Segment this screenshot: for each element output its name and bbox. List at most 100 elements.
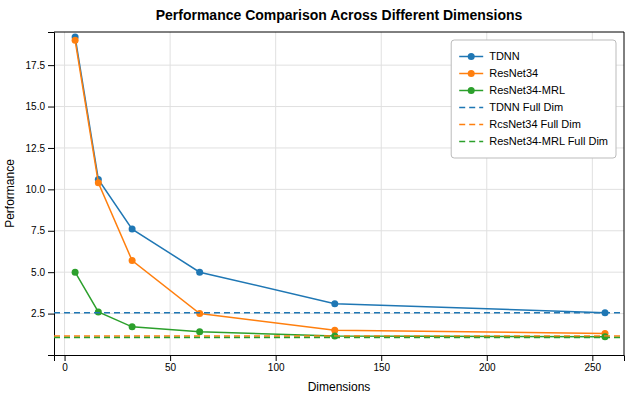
tick: 15.0 <box>26 101 54 112</box>
tick-label: 7.5 <box>31 225 45 236</box>
axis-line <box>48 33 55 356</box>
series <box>54 335 624 336</box>
legend-item: RcsNet34 Full Dim <box>459 118 581 130</box>
tick: 7.5 <box>31 225 54 236</box>
x-axis-title: Dimensions <box>308 380 371 394</box>
tick-mark <box>48 272 54 273</box>
reference-line <box>54 337 624 339</box>
tick-mark <box>276 355 277 361</box>
tick-mark <box>170 355 171 361</box>
tick-mark <box>48 231 54 232</box>
data-point <box>129 323 136 330</box>
tick-mark <box>381 355 382 361</box>
tick-label: 12.5 <box>26 143 46 154</box>
legend-item: ResNet34-MRL Full Dim <box>459 135 608 147</box>
tick: 5.0 <box>31 267 54 278</box>
grid <box>54 32 624 355</box>
grid-line-x <box>64 32 65 355</box>
tick-label: 10.0 <box>26 184 46 195</box>
grid-line-x <box>170 32 171 355</box>
tick-mark <box>48 65 54 66</box>
data-point <box>129 257 136 264</box>
data-point <box>602 333 609 340</box>
legend-marker <box>468 53 475 60</box>
tick: 100 <box>268 355 285 373</box>
tick: 150 <box>373 355 390 373</box>
tick: 10.0 <box>26 184 54 195</box>
data-point <box>196 269 203 276</box>
series <box>72 33 609 316</box>
legend-label: TDNN Full Dim <box>489 101 563 113</box>
tick: 17.5 <box>26 60 54 71</box>
legend-background <box>451 40 616 158</box>
tick-mark <box>48 107 54 108</box>
tick-label: 150 <box>373 362 390 373</box>
grid-line-y <box>54 230 624 231</box>
legend-swatch <box>459 124 483 126</box>
legend-label: ResNet34 <box>489 67 538 79</box>
series <box>54 312 624 313</box>
grid-line-x <box>381 32 382 355</box>
tick: 50 <box>165 355 177 373</box>
legend-marker <box>468 70 475 77</box>
chart-title: Performance Comparison Across Different … <box>156 7 523 23</box>
legend-swatch <box>459 107 483 109</box>
tick-mark <box>48 189 54 190</box>
tick-mark <box>592 355 593 361</box>
reference-line <box>54 335 624 337</box>
tick-mark <box>48 148 54 149</box>
tick-label: 17.5 <box>26 60 46 71</box>
tick-label: 250 <box>584 362 601 373</box>
tick-label: 0 <box>62 362 68 373</box>
data-point <box>72 269 79 276</box>
tick-mark <box>487 355 488 361</box>
legend-label: ResNet34-MRL Full Dim <box>489 135 608 147</box>
series-line <box>75 37 605 313</box>
tick: 0 <box>62 355 68 373</box>
axis-line <box>55 356 625 362</box>
data-point <box>129 226 136 233</box>
x-axis: 0 50 100 150 200 250 <box>55 355 625 373</box>
legend: TDNN ResNet34 ResNet34-MRL TDNN Full Dim Rcs… <box>451 40 616 158</box>
data-point <box>72 37 79 44</box>
chart-svg: 0 50 100 150 200 250 2.5 5.0 7.5 10.0 12.5 15.0 17.5… <box>0 0 640 399</box>
tick: 200 <box>479 355 496 373</box>
y-axis: 2.5 5.0 7.5 10.0 12.5 15.0 17.5 <box>26 33 55 356</box>
legend-label: TDNN <box>489 50 520 62</box>
frame-top <box>54 32 624 33</box>
data-point <box>331 300 338 307</box>
tick-mark <box>65 355 66 361</box>
tick-label: 50 <box>165 362 177 373</box>
series <box>72 269 609 341</box>
legend-label: RcsNet34 Full Dim <box>489 118 581 130</box>
grid-line-y <box>54 313 624 314</box>
tick-label: 5.0 <box>31 267 45 278</box>
grid-line-y <box>54 272 624 273</box>
data-point <box>95 179 102 186</box>
tick: 12.5 <box>26 143 54 154</box>
data-point <box>196 328 203 335</box>
plot-area: 0 50 100 150 200 250 2.5 5.0 7.5 10.0 12.5 15.0 17.5… <box>26 32 625 373</box>
legend-item: ResNet34 <box>459 67 538 79</box>
grid-line-x <box>275 32 276 355</box>
series <box>54 337 624 338</box>
y-axis-title: Performance <box>3 159 17 228</box>
grid-line-y <box>54 189 624 190</box>
legend-marker <box>468 87 475 94</box>
tick-label: 2.5 <box>31 308 45 319</box>
reference-line <box>54 312 624 314</box>
legend-item: TDNN Full Dim <box>459 101 563 113</box>
series-line <box>75 272 605 337</box>
data-point <box>196 310 203 317</box>
legend-item: TDNN <box>459 50 520 62</box>
series-line <box>75 40 605 333</box>
tick-label: 100 <box>268 362 285 373</box>
legend-swatch <box>459 141 483 143</box>
frame-right <box>624 32 625 355</box>
marks <box>54 33 624 340</box>
tick-label: 15.0 <box>26 101 46 112</box>
tick: 250 <box>584 355 601 373</box>
tick-mark <box>48 314 54 315</box>
tick-label: 200 <box>479 362 496 373</box>
legend-item: ResNet34-MRL <box>459 84 565 96</box>
